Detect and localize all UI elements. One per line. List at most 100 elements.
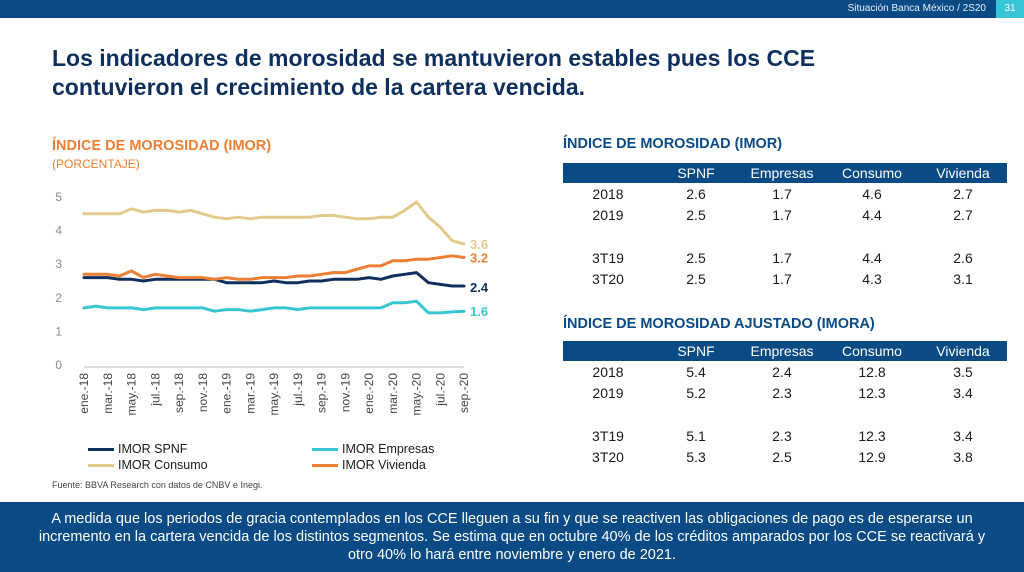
y-tick-label: 3 <box>55 257 62 271</box>
legend-label: IMOR Empresas <box>342 442 435 456</box>
table-spacer <box>563 225 1007 247</box>
table-cell: 1.7 <box>772 206 792 223</box>
table-cell: 5.1 <box>686 427 706 444</box>
table-cell: 2.3 <box>772 384 792 401</box>
series-line-1 <box>82 299 466 315</box>
table-cell: 2.6 <box>953 249 973 266</box>
x-tick-label: ene.-19 <box>220 373 234 414</box>
table-header: Vivienda <box>919 341 1007 361</box>
x-tick-label: may.-20 <box>410 373 424 416</box>
table-cell: 2018 <box>592 185 624 202</box>
table-cell: 5.3 <box>686 448 706 465</box>
footer-note: A medida que los periodos de gracia cont… <box>0 502 1024 572</box>
table-cell: 1.7 <box>772 270 792 287</box>
y-tick-label: 4 <box>55 224 62 238</box>
y-tick-label: 0 <box>55 358 62 372</box>
table-row: 3T20 2.5 1.7 4.3 3.1 <box>563 268 1007 289</box>
series-end-label: 2.4 <box>470 280 489 295</box>
table-cell: 12.9 <box>858 448 886 465</box>
table-cell: 12.8 <box>858 363 886 380</box>
series-end-label: 3.6 <box>470 237 488 252</box>
table-cell: 4.4 <box>862 249 882 266</box>
x-tick-label: sep.-18 <box>172 373 186 413</box>
table-header <box>563 341 653 361</box>
table-header: SPNF <box>653 341 739 361</box>
table-cell: 3T19 <box>592 249 624 266</box>
x-tick-label: sep.-20 <box>457 373 471 413</box>
chart-title: ÍNDICE DE MOROSIDAD (IMOR) <box>52 138 272 154</box>
y-tick-label: 2 <box>55 291 62 305</box>
series-line-3 <box>82 254 466 281</box>
x-tick-label: mar.-20 <box>386 373 400 414</box>
x-tick-label: ene.-18 <box>77 373 91 414</box>
table-header: Empresas <box>739 341 825 361</box>
table-cell: 3.5 <box>953 363 973 380</box>
table-cell: 1.7 <box>772 249 792 266</box>
slide-title: Los indicadores de morosidad se mantuvie… <box>52 45 816 100</box>
footer-text: A medida que los periodos de gracia cont… <box>38 511 986 563</box>
legend-swatch <box>312 447 338 451</box>
series-line-2 <box>82 200 466 246</box>
table-cell: 2.7 <box>953 185 973 202</box>
legend-empresas: IMOR Empresas <box>312 442 434 456</box>
imora-table-title: ÍNDICE DE MOROSIDAD AJUSTADO (IMORA) <box>563 316 875 332</box>
x-tick-label: sep.-19 <box>315 373 329 413</box>
x-tick-label: ene.-20 <box>362 373 376 414</box>
y-tick-label: 5 <box>55 190 62 204</box>
legend-label: IMOR Consumo <box>118 458 208 472</box>
table-cell: 4.3 <box>862 270 882 287</box>
table-cell: 2.5 <box>772 448 792 465</box>
table-cell: 2.5 <box>686 270 706 287</box>
y-tick-label: 1 <box>55 324 62 338</box>
table-row: 3T19 5.1 2.3 12.3 3.4 <box>563 425 1007 446</box>
table-header: Empresas <box>739 163 825 183</box>
x-tick-label: mar.-18 <box>101 373 115 414</box>
chart-subtitle: (PORCENTAJE) <box>52 157 140 171</box>
table-cell: 2.3 <box>772 427 792 444</box>
series-line-0 <box>82 271 466 288</box>
table-cell: 12.3 <box>858 427 886 444</box>
report-header: Situación Banca México / 2S20 <box>847 3 986 14</box>
table-cell: 12.3 <box>858 384 886 401</box>
table-spacer <box>563 403 1007 425</box>
table-header <box>563 163 653 183</box>
x-tick-label: mar.-19 <box>243 373 257 414</box>
table-cell: 2.5 <box>686 249 706 266</box>
table-cell: 2.6 <box>686 185 706 202</box>
table-header: Consumo <box>825 163 919 183</box>
table-row: 2019 2.5 1.7 4.4 2.7 <box>563 204 1007 225</box>
table-row: 3T20 5.3 2.5 12.9 3.8 <box>563 446 1007 467</box>
line-chart: 0 1 2 3 4 5 ene.-18 mar.-18 may.-18 jul.-18 sep.-1… <box>55 190 489 416</box>
table-cell: 3T20 <box>592 270 624 287</box>
table-cell: 2.5 <box>686 206 706 223</box>
table-cell: 2019 <box>592 206 624 223</box>
imora-table: SPNF Empresas Consumo Vivienda 2018 5.4 … <box>563 341 1007 467</box>
table-cell: 1.7 <box>772 185 792 202</box>
table-header: Consumo <box>825 341 919 361</box>
table-cell: 3T20 <box>592 448 624 465</box>
table-header: SPNF <box>653 163 739 183</box>
x-tick-label: jul.-18 <box>148 373 162 407</box>
legend-label: IMOR Vivienda <box>342 458 426 472</box>
x-tick-label: may.-19 <box>267 373 281 416</box>
table-row: 3T19 2.5 1.7 4.4 2.6 <box>563 247 1007 268</box>
series-end-label: 1.6 <box>470 304 488 319</box>
table-cell: 3T19 <box>592 427 624 444</box>
page-number: 31 <box>996 0 1024 18</box>
table-cell: 4.4 <box>862 206 882 223</box>
imor-table: SPNF Empresas Consumo Vivienda 2018 2.6 … <box>563 163 1007 289</box>
x-tick-label: jul.-20 <box>433 373 447 407</box>
legend-swatch <box>88 463 114 467</box>
legend-consumo: IMOR Consumo <box>88 458 208 472</box>
top-bar: Situación Banca México / 2S20 31 <box>0 0 1024 18</box>
table-cell: 4.6 <box>862 185 882 202</box>
table-cell: 5.4 <box>686 363 706 380</box>
series-end-label: 3.2 <box>470 250 488 265</box>
x-tick-label: nov.-19 <box>338 373 352 412</box>
x-tick-label: may.-18 <box>125 373 139 416</box>
table-cell: 2.4 <box>772 363 792 380</box>
table-cell: 3.4 <box>953 384 973 401</box>
table-row: 2018 2.6 1.7 4.6 2.7 <box>563 183 1007 204</box>
table-cell: 2.7 <box>953 206 973 223</box>
table-cell: 5.2 <box>686 384 706 401</box>
